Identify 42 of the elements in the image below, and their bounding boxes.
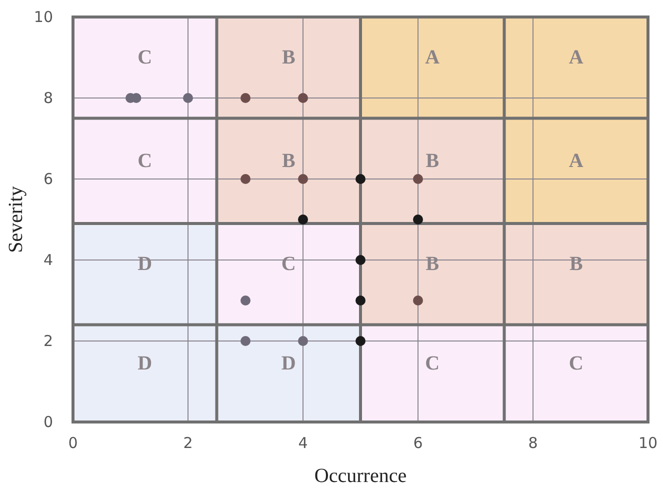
point bbox=[240, 174, 250, 184]
point bbox=[240, 93, 250, 103]
point bbox=[413, 296, 423, 306]
y-tick-label: 10 bbox=[34, 8, 53, 26]
annotation: A bbox=[568, 150, 584, 172]
x-tick-label: 2 bbox=[183, 434, 193, 452]
annotation: D bbox=[138, 352, 152, 374]
point bbox=[298, 93, 308, 103]
annotation: A bbox=[568, 46, 584, 69]
point bbox=[240, 296, 250, 306]
annotation: C bbox=[138, 46, 152, 69]
point bbox=[298, 214, 308, 224]
x-tick-label: 6 bbox=[413, 434, 423, 452]
y-tick-label: 2 bbox=[43, 332, 53, 350]
point bbox=[356, 296, 366, 306]
point bbox=[298, 174, 308, 184]
annotation: B bbox=[282, 150, 296, 172]
point bbox=[356, 255, 366, 265]
annotation: D bbox=[281, 352, 296, 374]
annotation: C bbox=[568, 352, 584, 374]
x-tick-label: 0 bbox=[68, 434, 78, 452]
y-tick-label: 0 bbox=[43, 413, 53, 431]
annotation: B bbox=[282, 46, 296, 69]
y-tick-label: 4 bbox=[43, 251, 53, 269]
point bbox=[413, 174, 423, 184]
x-axis-title: Occurrence bbox=[314, 465, 407, 487]
y-tick-label: 8 bbox=[43, 89, 53, 107]
point bbox=[413, 214, 423, 224]
annotation: A bbox=[425, 46, 440, 69]
annotation: B bbox=[426, 150, 440, 172]
point bbox=[298, 336, 308, 346]
x-tick-label: 8 bbox=[528, 434, 538, 452]
y-tick-label: 6 bbox=[43, 170, 53, 188]
x-tick-label: 10 bbox=[638, 434, 658, 452]
y-axis-title: Severity bbox=[5, 186, 27, 253]
point bbox=[183, 93, 193, 103]
x-tick-label: 4 bbox=[298, 434, 308, 452]
point bbox=[356, 174, 366, 184]
annotation: C bbox=[138, 150, 152, 172]
point bbox=[240, 336, 250, 346]
annotation: C bbox=[425, 352, 440, 374]
point bbox=[356, 336, 366, 346]
